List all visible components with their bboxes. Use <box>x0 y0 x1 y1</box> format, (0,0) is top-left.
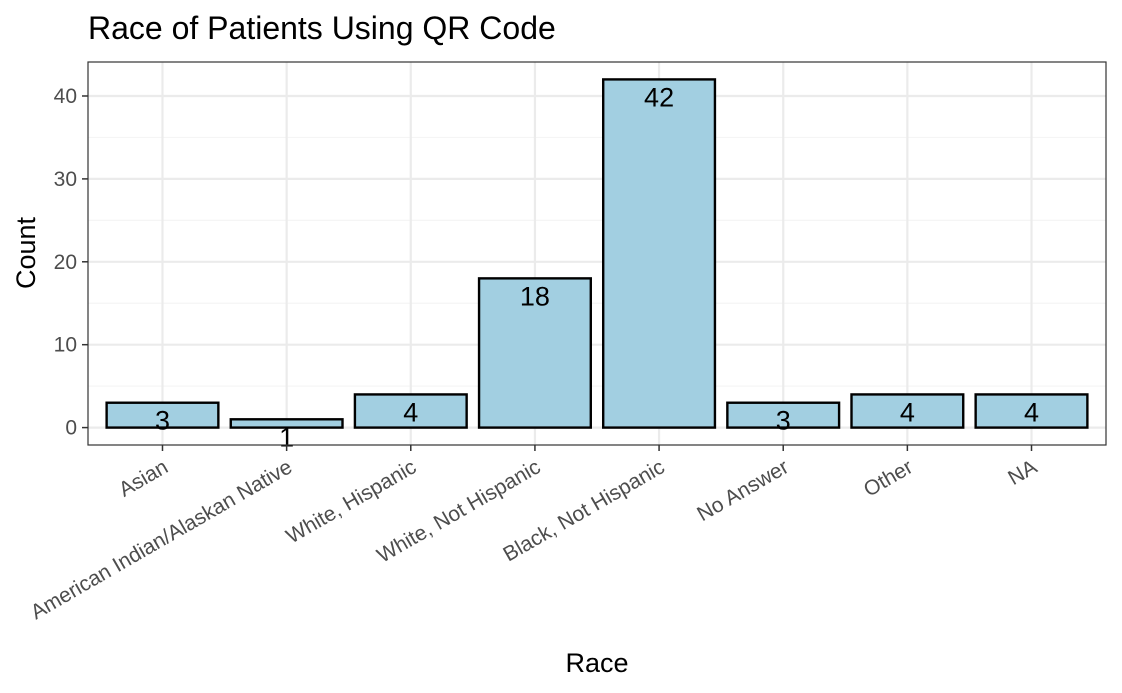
bar <box>105 401 220 429</box>
bar <box>229 418 344 429</box>
grid <box>88 62 1106 445</box>
x-tick-label: Other <box>860 455 917 501</box>
x-tick-label: Asian <box>115 455 172 501</box>
y-tick-label: 30 <box>54 168 77 191</box>
panel-border <box>87 61 1107 446</box>
y-tick-label: 40 <box>54 85 77 108</box>
bar-value-label: 4 <box>403 397 418 427</box>
bar-value-label: 3 <box>155 406 170 436</box>
bar-value-label: 3 <box>776 406 791 436</box>
bar-value-label: 4 <box>1024 397 1039 427</box>
y-tick-label: 10 <box>54 334 77 357</box>
bar <box>477 277 592 429</box>
bar <box>726 401 841 429</box>
x-tick-label: No Answer <box>693 455 792 526</box>
chart-title: Race of Patients Using QR Code <box>88 10 556 46</box>
bar <box>602 78 717 429</box>
y-axis: 0 10 20 30 40 <box>54 85 88 440</box>
bar-value-label: 42 <box>644 82 674 112</box>
y-tick-label: 0 <box>65 417 77 440</box>
x-axis-title: Race <box>565 648 628 678</box>
bar <box>850 393 965 429</box>
bar-value-label: 4 <box>900 397 915 427</box>
bar <box>974 393 1089 429</box>
y-axis-title: Count <box>11 216 41 289</box>
y-tick-label: 20 <box>54 251 77 274</box>
bar-value-label: 18 <box>520 281 550 311</box>
x-tick-label: NA <box>1004 455 1041 490</box>
bar <box>353 393 468 429</box>
